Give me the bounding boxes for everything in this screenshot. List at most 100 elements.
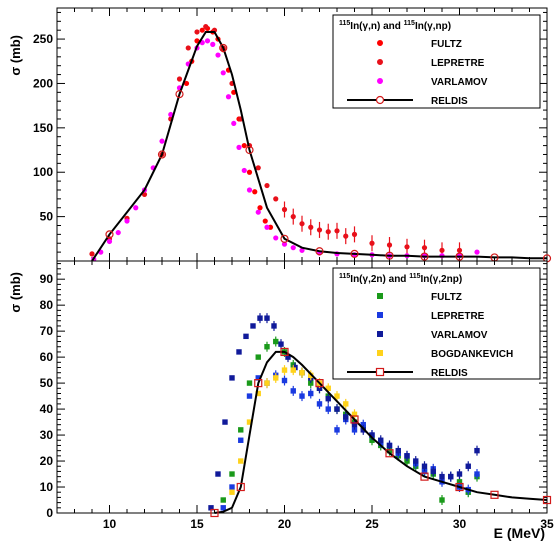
data-point-varlamov [343, 414, 349, 420]
data-point-bogdankevich [334, 393, 340, 399]
data-point-bogdankevich [281, 367, 288, 373]
legend-title: 115In(γ,n) and 115In(γ,np) [339, 20, 451, 32]
data-point-lepretre [203, 24, 209, 30]
bottom-plot-frame [56, 260, 548, 514]
legend-marker [377, 40, 383, 46]
legend-marker [377, 350, 383, 356]
legend-marker [377, 293, 383, 299]
data-point-fultz [255, 354, 261, 360]
x-tick-label: 15 [190, 517, 204, 531]
legend-label: RELDIS [431, 96, 468, 107]
data-point-bogdankevich [229, 489, 235, 495]
data-point-lepretre [290, 214, 296, 220]
data-point-varlamov [250, 323, 256, 329]
data-point-lepretre [89, 251, 95, 257]
data-point-varlamov [456, 471, 463, 477]
data-point-lepretre [264, 182, 270, 189]
data-point-fultz [246, 169, 253, 175]
data-point-lepretre [439, 247, 445, 253]
legend-title: 115In(γ,2n) and 115In(γ,2np) [339, 273, 462, 285]
data-point-lepretre [273, 196, 279, 202]
reldis-marker [280, 234, 289, 243]
data-point-varlamov [404, 453, 410, 459]
data-point-varlamov [222, 419, 228, 425]
legend-marker [377, 331, 383, 337]
reldis-marker [420, 252, 429, 261]
x-tick-label: 35 [540, 517, 554, 531]
reldis-marker [455, 482, 464, 492]
data-point-lepretre [351, 427, 358, 433]
bottom-legend: 115In(γ,2n) and 115In(γ,2np) FULTZ LEPRETR… [332, 267, 541, 380]
reldis-marker [105, 230, 114, 239]
data-point-lepretre [290, 388, 296, 394]
y-tick-label: 0 [46, 506, 53, 520]
data-point-varlamov [106, 238, 113, 245]
top-legend: 115In(γ,n) and 115In(γ,np) FULTZ LEPRETRE V… [332, 14, 541, 109]
data-point-fultz [252, 189, 258, 195]
data-point-lepretre [194, 29, 200, 35]
data-point-varlamov [255, 209, 261, 215]
data-point-varlamov [439, 473, 445, 480]
data-point-lepretre [421, 468, 428, 475]
data-point-varlamov [210, 41, 216, 47]
reldis-marker [315, 379, 324, 388]
data-point-bogdankevich [299, 370, 305, 376]
data-point-varlamov [208, 505, 214, 511]
reldis-marker [280, 347, 289, 357]
data-point-fultz [220, 497, 226, 503]
legend-label: LEPRETRE [431, 311, 485, 322]
data-point-fultz [308, 380, 314, 386]
y-tick-label: 50 [40, 210, 54, 224]
y-tick-label: 150 [33, 121, 53, 135]
data-point-varlamov [395, 447, 401, 454]
top-data-marks [89, 24, 552, 263]
data-point-lepretre [404, 244, 410, 250]
data-point-fultz [238, 427, 244, 433]
data-point-varlamov [369, 432, 375, 438]
data-point-lepretre [176, 76, 183, 82]
bottom-axes: 10 15 20 25 30 35 0 10 20 30 40 50 60 70 80 90 [40, 261, 554, 531]
data-point-varlamov [225, 94, 232, 100]
data-point-lepretre [325, 406, 331, 412]
bottom-data-marks [208, 313, 552, 518]
data-point-fultz [257, 205, 263, 211]
data-point-lepretre [334, 427, 340, 433]
data-point-lepretre [255, 375, 261, 381]
data-point-lepretre [316, 401, 323, 407]
data-point-bogdankevich [290, 367, 296, 373]
reldis-marker [175, 90, 184, 99]
y-tick-label: 90 [40, 272, 54, 286]
data-point-varlamov [316, 385, 323, 391]
data-point-varlamov [204, 38, 211, 44]
data-point-varlamov [124, 218, 130, 224]
data-point-varlamov [159, 138, 165, 144]
data-point-fultz [241, 142, 247, 149]
data-point-fultz [404, 458, 410, 464]
legend-marker [375, 367, 385, 377]
data-point-fultz [273, 338, 279, 345]
data-point-fultz [199, 27, 205, 33]
x-tick-label: 30 [453, 517, 467, 531]
data-point-varlamov [257, 315, 263, 321]
data-point-varlamov [215, 52, 221, 58]
legend-label: FULTZ [431, 39, 462, 50]
data-point-varlamov [243, 333, 249, 340]
reldis-marker [455, 252, 464, 261]
reldis-marker [315, 247, 324, 256]
data-point-lepretre [316, 227, 323, 233]
data-point-fultz [229, 471, 235, 477]
reldis-marker [385, 251, 394, 260]
data-point-lepretre [220, 505, 226, 511]
data-point-lepretre [246, 393, 253, 399]
data-point-lepretre [281, 377, 288, 384]
data-point-varlamov [236, 144, 242, 150]
bottom-y-axis-label: σ (mb) [8, 272, 23, 313]
data-point-varlamov [290, 245, 296, 251]
data-point-lepretre [386, 242, 393, 248]
legend-label: RELDIS [431, 368, 468, 379]
data-point-lepretre [351, 231, 358, 237]
reldis-marker [219, 43, 228, 53]
data-point-fultz [386, 447, 393, 454]
data-point-lepretre [360, 421, 366, 428]
reldis-marker [542, 495, 552, 505]
